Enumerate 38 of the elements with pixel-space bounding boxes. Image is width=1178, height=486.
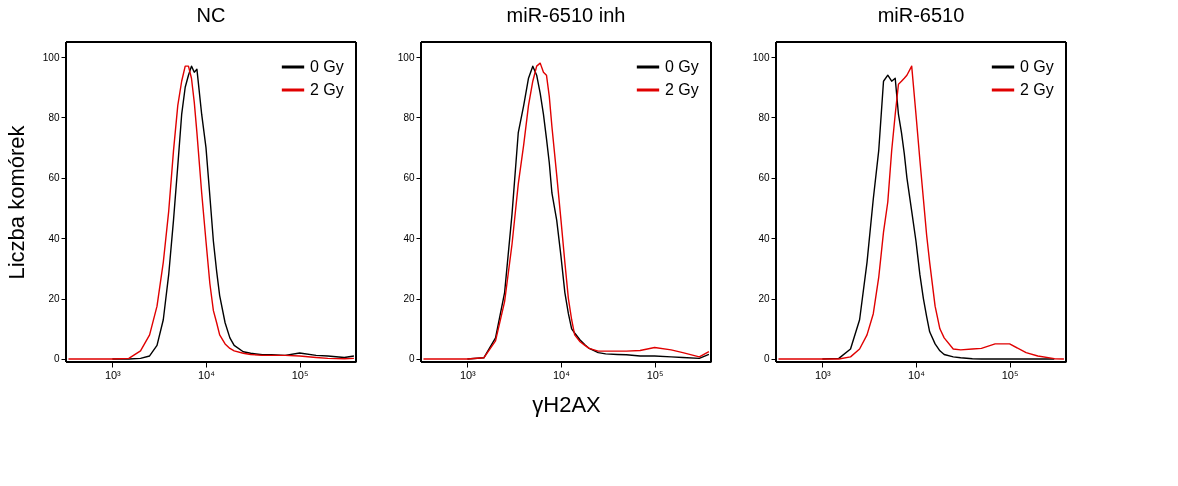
- y-tick-label: 100: [42, 51, 60, 63]
- chart-title: miR-6510: [877, 3, 965, 26]
- y-tick-label: 80: [403, 111, 415, 123]
- x-tick-label: 10⁴: [198, 368, 216, 381]
- y-tick-label: 60: [403, 172, 415, 184]
- x-axis-title: γH2AX: [532, 391, 602, 417]
- legend-label: 0 Gy: [1020, 58, 1054, 75]
- y-tick-label: 40: [48, 232, 60, 244]
- legend-label: 0 Gy: [665, 58, 699, 75]
- y-tick-label: 80: [758, 111, 770, 123]
- legend-label: 0 Gy: [310, 58, 344, 75]
- y-tick-label: 20: [48, 293, 60, 305]
- y-tick-label: 20: [758, 293, 770, 305]
- legend-label: 2 Gy: [1020, 81, 1054, 98]
- x-tick-label: 10³: [459, 368, 477, 381]
- y-tick-label: 60: [758, 172, 770, 184]
- legend-label: 2 Gy: [310, 81, 344, 98]
- y-tick-label: 100: [752, 51, 770, 63]
- y-tick-label: 80: [48, 111, 60, 123]
- y-tick-label: 0: [763, 353, 770, 365]
- y-tick-label: 0: [53, 353, 60, 365]
- x-tick-label: 10³: [104, 368, 122, 381]
- y-tick-label: 60: [48, 172, 60, 184]
- y-tick-label: 20: [403, 293, 415, 305]
- y-tick-label: 40: [758, 232, 770, 244]
- x-tick-label: 10⁵: [291, 368, 309, 381]
- x-tick-label: 10⁵: [1001, 368, 1019, 381]
- x-tick-label: 10⁴: [553, 368, 571, 381]
- y-axis-title: Liczba komórek: [3, 124, 29, 280]
- legend-label: 2 Gy: [665, 81, 699, 98]
- chart-title: NC: [196, 3, 226, 26]
- x-tick-label: 10³: [814, 368, 832, 381]
- y-tick-label: 100: [397, 51, 415, 63]
- x-tick-label: 10⁴: [908, 368, 926, 381]
- x-tick-label: 10⁵: [646, 368, 664, 381]
- y-tick-label: 40: [403, 232, 415, 244]
- y-tick-label: 0: [408, 353, 415, 365]
- chart-title: miR-6510 inh: [506, 3, 626, 26]
